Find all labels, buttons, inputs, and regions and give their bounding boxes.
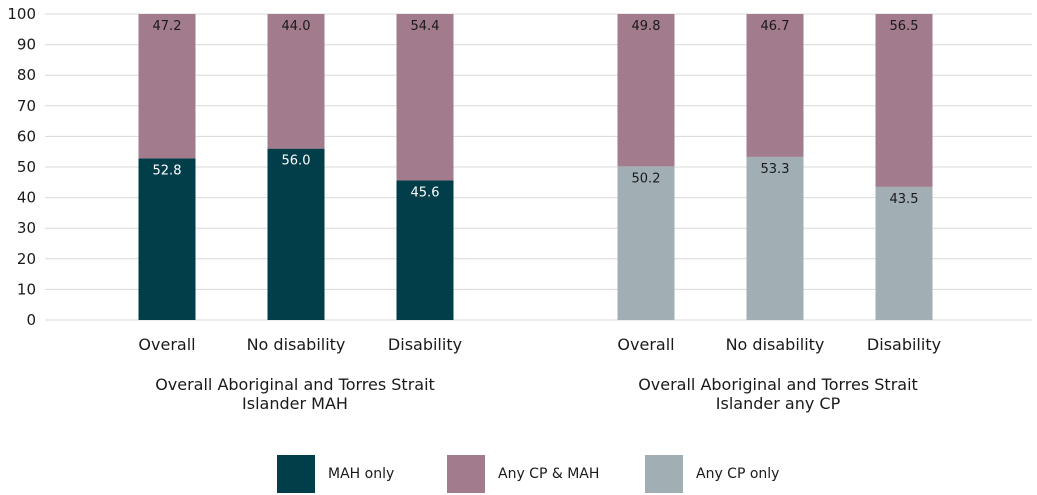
bar-g1-overall-mah-only <box>138 158 196 320</box>
y-tick-label-60: 60 <box>17 127 36 145</box>
y-tick-label-100: 100 <box>7 5 36 23</box>
bar-g2-overall-any-cp-and-mah <box>617 14 675 167</box>
data-label-g2-no-disability-any-cp-only: 53.3 <box>761 162 790 177</box>
bar-g1-no-disability-mah-only <box>267 148 325 320</box>
legend-item-mah-only: MAH only <box>277 454 394 494</box>
legend-swatch-any-cp-only <box>645 455 683 493</box>
data-label-g2-disability-any-cp-only: 43.5 <box>890 192 919 207</box>
legend-swatch-any-cp-and-mah <box>447 455 485 493</box>
bar-g1-overall-any-cp-and-mah <box>138 14 196 159</box>
bar-g1-disability-any-cp-and-mah <box>396 14 454 181</box>
bar-g2-disability-any-cp-and-mah <box>875 14 933 187</box>
data-label-g2-disability-any-cp-and-mah: 56.5 <box>890 19 919 34</box>
bar-g1-disability-mah-only <box>396 180 454 320</box>
x-category-label-g1-no-disability: No disability <box>247 335 346 354</box>
y-tick-label-0: 0 <box>26 311 36 329</box>
y-tick-label-20: 20 <box>17 250 36 268</box>
y-tick-label-30: 30 <box>17 219 36 237</box>
legend-label-any-cp-and-mah: Any CP & MAH <box>498 466 600 482</box>
y-tick-label-10: 10 <box>17 280 36 298</box>
x-category-label-g2-overall: Overall <box>617 335 674 354</box>
data-label-g1-disability-any-cp-and-mah: 54.4 <box>411 19 440 34</box>
group-label-1-line-1: Overall Aboriginal and Torres Strait <box>155 375 435 394</box>
data-label-g2-overall-any-cp-and-mah: 49.8 <box>632 19 661 34</box>
data-label-g2-overall-any-cp-only: 50.2 <box>632 171 661 186</box>
y-tick-label-70: 70 <box>17 97 36 115</box>
bar-g2-overall-any-cp-only <box>617 166 675 320</box>
y-tick-label-80: 80 <box>17 66 36 84</box>
legend-label-mah-only: MAH only <box>328 466 395 482</box>
data-label-g1-disability-mah-only: 45.6 <box>411 185 440 200</box>
data-label-g1-no-disability-mah-only: 56.0 <box>282 154 311 169</box>
y-tick-label-90: 90 <box>17 36 36 54</box>
y-tick-label-50: 50 <box>17 158 36 176</box>
bar-g2-no-disability-any-cp-and-mah <box>746 14 804 157</box>
data-label-g1-overall-mah-only: 52.8 <box>153 163 182 178</box>
x-category-label-g1-disability: Disability <box>388 335 462 354</box>
data-label-g2-no-disability-any-cp-and-mah: 46.7 <box>761 19 790 34</box>
bar-g1-no-disability-any-cp-and-mah <box>267 14 325 149</box>
bar-g2-no-disability-any-cp-only <box>746 156 804 320</box>
bar-g2-disability-any-cp-only <box>875 186 933 320</box>
x-category-label-g2-no-disability: No disability <box>726 335 825 354</box>
x-category-label-g1-overall: Overall <box>138 335 195 354</box>
legend-item-any-cp-only: Any CP only <box>645 454 779 494</box>
legend-item-any-cp-and-mah: Any CP & MAH <box>447 454 599 494</box>
y-tick-label-40: 40 <box>17 189 36 207</box>
legend-swatch-mah-only <box>277 455 315 493</box>
legend-label-any-cp-only: Any CP only <box>696 466 780 482</box>
group-label-2-line-1: Overall Aboriginal and Torres Strait <box>638 375 918 394</box>
data-label-g1-no-disability-any-cp-and-mah: 44.0 <box>282 19 311 34</box>
data-label-g1-overall-any-cp-and-mah: 47.2 <box>153 19 182 34</box>
x-category-label-g2-disability: Disability <box>867 335 941 354</box>
legend: MAH only Any CP & MAH Any CP only <box>0 454 1037 494</box>
group-label-2-line-2: Islander any CP <box>716 394 841 413</box>
stacked-bar-chart: 0 10 20 30 40 50 60 70 80 90 100 52.8 47.2 Overall 56.… <box>7 5 1032 413</box>
group-label-1-line-2: Islander MAH <box>242 394 348 413</box>
